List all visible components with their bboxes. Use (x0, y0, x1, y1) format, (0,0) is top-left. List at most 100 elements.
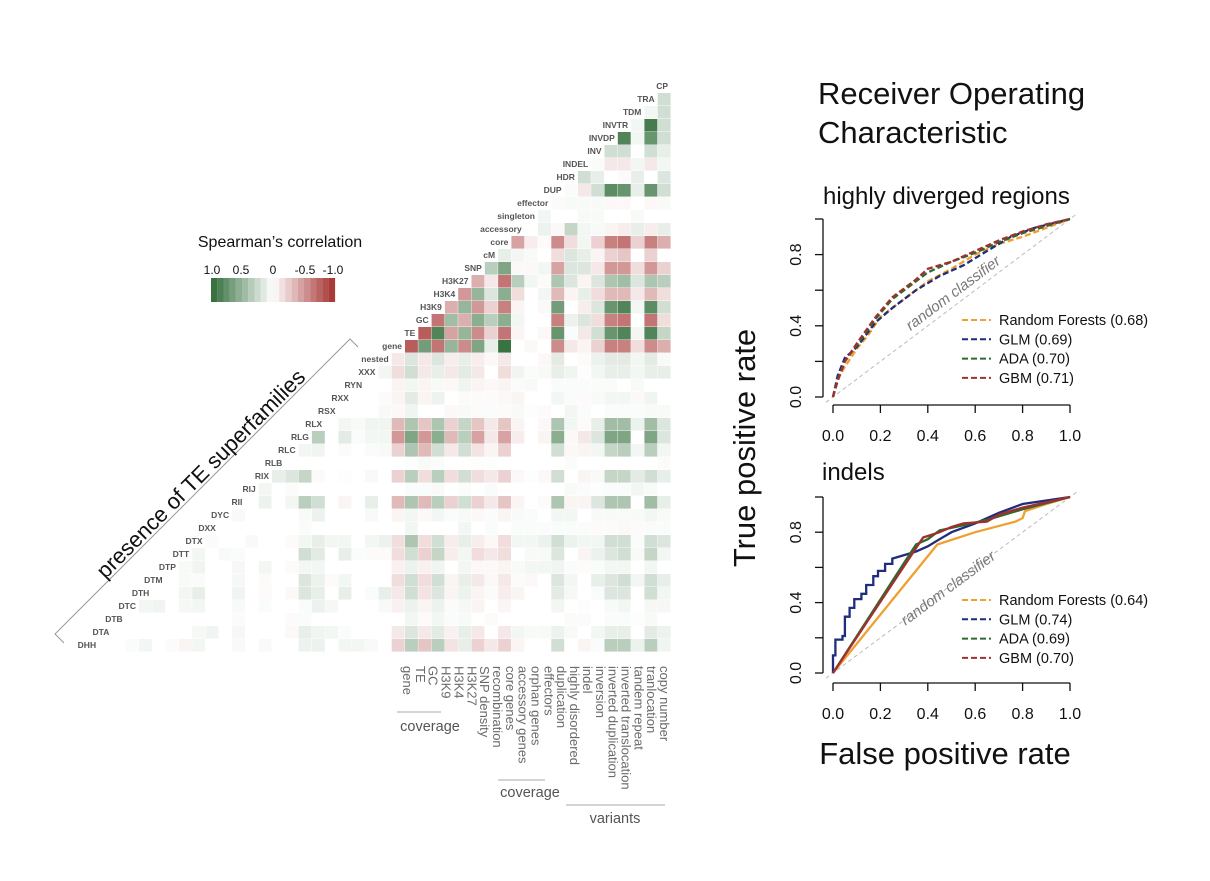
heatmap-cell (538, 327, 551, 340)
heatmap-cell (272, 626, 285, 639)
heatmap-cell (351, 431, 365, 444)
heatmap-cell (511, 301, 525, 314)
heatmap-cell (338, 600, 352, 613)
row-label: H3K27 (442, 276, 469, 286)
heatmap-cell (631, 184, 644, 197)
heatmap-cell (657, 379, 671, 392)
heatmap-cell (444, 548, 458, 561)
heatmap-cell (644, 145, 658, 158)
heatmap-cell (577, 522, 591, 535)
heatmap-cell (458, 431, 472, 444)
heatmap-cell (285, 457, 299, 470)
heatmap-cell (338, 509, 352, 522)
heatmap-cell (418, 353, 432, 366)
heatmap-cell (657, 418, 671, 431)
heatmap-cell (458, 535, 472, 548)
legend-tick: 0.5 (233, 263, 250, 277)
heatmap-cell (391, 639, 405, 652)
heatmap-cell (551, 210, 565, 223)
heatmap-cell (471, 496, 485, 509)
heatmap-cell (538, 405, 551, 418)
heatmap-cell (272, 496, 285, 509)
heatmap-cell (604, 210, 618, 223)
heatmap-cell (577, 470, 591, 483)
heatmap-cell (498, 535, 511, 548)
heatmap-cell (391, 405, 405, 418)
heatmap-cell (498, 340, 511, 353)
heatmap-row: INVTR (603, 119, 671, 132)
heatmap-legend: Spearman’s correlation 1.0 0.5 0 -0.5 -1… (198, 234, 362, 302)
heatmap-cell (657, 548, 671, 561)
heatmap-cell (431, 613, 445, 626)
heatmap-cell (418, 587, 432, 600)
heatmap-cell (365, 470, 378, 483)
heatmap-cell (511, 392, 525, 405)
heatmap-cell (232, 574, 245, 587)
row-label: DTX (186, 536, 203, 546)
heatmap-cell (524, 314, 538, 327)
heatmap-cell (484, 444, 498, 457)
heatmap-cell (564, 262, 578, 275)
heatmap-cell (524, 639, 538, 652)
heatmap-cell (431, 340, 445, 353)
heatmap-cell (298, 613, 312, 626)
heatmap-cell (644, 470, 658, 483)
heatmap-cell (551, 379, 565, 392)
heatmap-cell (657, 184, 671, 197)
heatmap-cell (298, 587, 312, 600)
row-label: DTH (132, 588, 149, 598)
heatmap-cell (232, 522, 245, 535)
heatmap-row: RIX (255, 470, 671, 483)
heatmap-cell (551, 327, 565, 340)
heatmap-cell (591, 379, 605, 392)
heatmap-cell (338, 613, 352, 626)
heatmap-cell (631, 262, 644, 275)
heatmap-cell (498, 405, 511, 418)
heatmap-cell (498, 392, 511, 405)
heatmap-cell (577, 444, 591, 457)
heatmap-cell (538, 483, 551, 496)
heatmap-cell (631, 483, 644, 496)
heatmap-cell (644, 119, 658, 132)
heatmap-cell (378, 600, 392, 613)
heatmap-cell (498, 639, 511, 652)
heatmap-cell (325, 587, 339, 600)
heatmap-row: RLX (305, 418, 671, 431)
heatmap-cell (298, 470, 312, 483)
colorbar-swatch (297, 278, 305, 302)
heatmap-row: TDM (623, 106, 671, 119)
heatmap-cell (551, 249, 565, 262)
heatmap-cell (365, 613, 378, 626)
heatmap-cell (484, 483, 498, 496)
heatmap-cell (338, 418, 352, 431)
heatmap-cell (604, 236, 618, 249)
heatmap-cell (418, 470, 432, 483)
heatmap-cell (484, 587, 498, 600)
column-label: inverted duplication (606, 666, 621, 778)
heatmap-cell (564, 301, 578, 314)
heatmap-cell (644, 561, 658, 574)
heatmap-cell (591, 158, 605, 171)
heatmap-cell (365, 444, 378, 457)
heatmap-row: gene (382, 340, 671, 353)
heatmap-cell (378, 431, 392, 444)
colorbar-swatch (291, 278, 298, 302)
heatmap-cell (538, 600, 551, 613)
heatmap-cell (458, 548, 472, 561)
heatmap-cell (338, 470, 352, 483)
heatmap-cell (617, 301, 631, 314)
heatmap-cell (551, 522, 565, 535)
heatmap-row: DYC (211, 509, 671, 522)
legend-entry: GBM (0.70) (999, 651, 1074, 667)
heatmap-cell (511, 496, 525, 509)
heatmap-cell (378, 613, 392, 626)
heatmap-cell (498, 314, 511, 327)
heatmap-cell (524, 301, 538, 314)
heatmap-cell (644, 613, 658, 626)
heatmap-cell (564, 275, 578, 288)
heatmap-cell (405, 600, 418, 613)
heatmap-cell (192, 574, 206, 587)
heatmap-cell (272, 470, 285, 483)
heatmap-cell (205, 561, 219, 574)
heatmap-cell (591, 535, 605, 548)
